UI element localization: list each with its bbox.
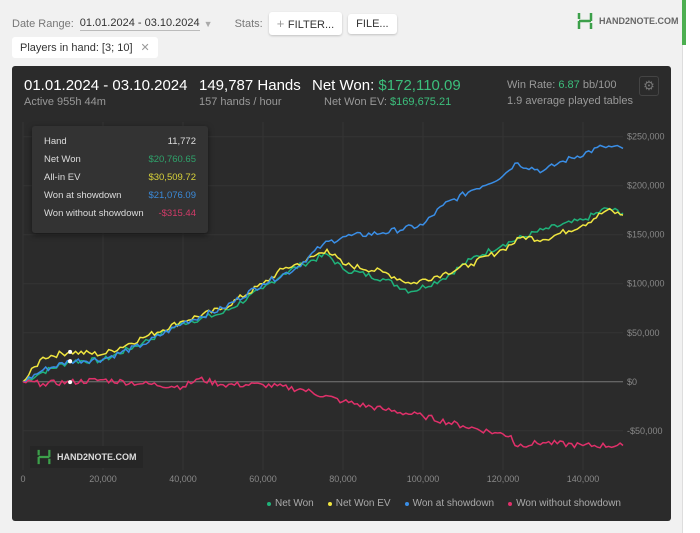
filter-button-label: FILTER... (287, 19, 335, 31)
plus-icon: + (276, 16, 288, 31)
series-line-net-won (22, 207, 624, 383)
x-tick-label: 100,000 (407, 474, 440, 484)
file-button[interactable]: FILE... (348, 13, 397, 34)
net-won-value: $172,110.09 (378, 77, 461, 94)
net-won-ev-value: $169,675.21 (390, 96, 452, 108)
x-tick-label: 140,000 (567, 474, 600, 484)
series-line-won-at-showdown (22, 144, 624, 383)
x-tick-label: 20,000 (89, 474, 117, 484)
stats-label: Stats: (234, 17, 263, 30)
filter-chip-label: Players in hand: [3; 10] (20, 42, 133, 54)
series-line-won-without-showdown (22, 376, 624, 449)
legend-dot-icon (404, 501, 409, 506)
hands-label: Hands (257, 77, 301, 94)
tooltip-label: All-in EV (44, 171, 81, 183)
tooltip-row: Net Won $20,760.65 (44, 150, 196, 168)
tooltip-row: Hand 11,772 (44, 132, 196, 150)
net-won-label: Net Won: (312, 77, 375, 94)
y-tick-label: $250,000 (627, 132, 665, 142)
date-range-label: Date Range: (12, 17, 74, 30)
logo-text: HAND2NOTE.COM (599, 16, 679, 26)
legend-item[interactable]: Net Won (267, 498, 314, 509)
win-rate-label: Win Rate: (507, 79, 556, 91)
legend-dot-icon (508, 501, 513, 506)
hands-count: 149,787 Hands (199, 77, 301, 94)
legend-dot-icon (267, 501, 272, 506)
tooltip-value: 11,772 (167, 135, 196, 147)
tooltip-label: Hand (44, 135, 67, 147)
toolbar: Date Range: 01.01.2024 - 03.10.2024 ▼ St… (12, 12, 397, 35)
legend-label: Won at showdown (412, 498, 495, 509)
legend-dot-icon (327, 501, 332, 506)
x-tick-label: 120,000 (487, 474, 520, 484)
active-time: Active 955h 44m (24, 96, 106, 108)
legend-label: Net Won EV (335, 498, 391, 509)
y-tick-label: $100,000 (627, 279, 665, 289)
hands-value: 149,787 (199, 77, 254, 94)
chevron-down-icon[interactable]: ▼ (203, 18, 213, 29)
net-won-ev: Net Won EV: $169,675.21 (324, 96, 451, 108)
hand2note-logo-icon (577, 13, 593, 29)
right-edge (682, 0, 700, 533)
hand2note-logo: HAND2NOTE.COM (576, 12, 679, 30)
hover-point (68, 349, 73, 354)
tooltip-value: $20,760.65 (148, 153, 196, 165)
tooltip-row: All-in EV $30,509.72 (44, 168, 196, 186)
net-won: Net Won: $172,110.09 (312, 77, 461, 94)
date-range-select[interactable]: 01.01.2024 - 03.10.2024 (79, 16, 200, 31)
y-tick-label: $200,000 (627, 181, 665, 191)
legend-item[interactable]: Won without showdown (508, 498, 621, 509)
hover-point (68, 359, 73, 364)
tooltip-row: Won at showdown $21,076.09 (44, 186, 196, 204)
close-icon[interactable]: ✕ (140, 42, 150, 54)
avg-tables: 1.9 average played tables (507, 95, 633, 107)
tooltip-row: Won without showdown -$315.44 (44, 204, 196, 222)
watermark: HAND2NOTE.COM (30, 446, 143, 468)
legend-label: Net Won (275, 498, 314, 509)
hand2note-logo-icon (37, 449, 51, 465)
filter-button[interactable]: + FILTER... (268, 12, 343, 35)
y-tick-label: -$50,000 (627, 426, 663, 436)
y-tick-label: $50,000 (627, 328, 660, 338)
legend-item[interactable]: Won at showdown (404, 498, 495, 509)
tooltip-label: Net Won (44, 153, 81, 165)
hands-per-hour: 157 hands / hour (199, 96, 282, 108)
legend-item[interactable]: Net Won EV (327, 498, 391, 509)
tooltip-value: $30,509.72 (148, 171, 196, 183)
chart-tooltip: Hand 11,772 Net Won $20,760.65 All-in EV $30,… (32, 126, 208, 233)
net-won-ev-label: Net Won EV: (324, 96, 387, 108)
x-tick-label: 40,000 (169, 474, 197, 484)
y-tick-label: $0 (627, 377, 637, 387)
y-tick-label: $150,000 (627, 230, 665, 240)
tooltip-value: -$315.44 (158, 207, 196, 219)
watermark-text: HAND2NOTE.COM (57, 452, 137, 462)
tooltip-label: Won at showdown (44, 189, 122, 201)
x-tick-label: 0 (20, 474, 25, 484)
tooltip-label: Won without showdown (44, 207, 144, 219)
legend-label: Won without showdown (516, 498, 621, 509)
chart-legend: Net Won Net Won EV Won at showdown Won with… (253, 498, 621, 509)
hover-point (68, 380, 73, 385)
results-panel: 01.01.2024 - 03.10.2024 Active 955h 44m … (12, 66, 671, 521)
win-rate-value: 6.87 (558, 79, 580, 91)
win-rate-unit: bb/100 (582, 79, 617, 91)
summary-date-range: 01.01.2024 - 03.10.2024 (24, 77, 188, 94)
x-tick-label: 80,000 (329, 474, 357, 484)
gear-icon[interactable]: ⚙ (639, 76, 659, 96)
win-rate: Win Rate: 6.87 bb/100 (507, 79, 617, 91)
x-tick-label: 60,000 (249, 474, 277, 484)
filter-chip[interactable]: Players in hand: [3; 10] ✕ (12, 37, 158, 58)
tooltip-value: $21,076.09 (148, 189, 196, 201)
series-line-net-won-ev (22, 207, 624, 383)
